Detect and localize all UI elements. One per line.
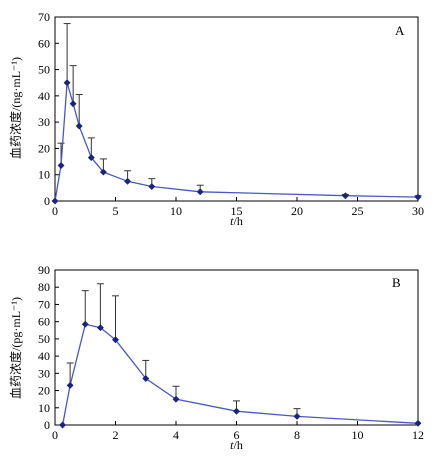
data-point [293, 412, 301, 420]
series-line [54, 82, 419, 202]
y-tick-label: 30 [38, 115, 50, 129]
y-tick-label: 10 [38, 401, 50, 415]
x-tick-label: 12 [412, 428, 424, 442]
data-point [59, 421, 67, 429]
y-axis-label: 血药浓度/(pg·mL⁻¹) [8, 297, 23, 399]
y-tick-label: 60 [38, 315, 50, 329]
y-axis-label: 血药浓度/(ng·mL⁻¹) [8, 57, 23, 159]
x-axis-label: t/h [230, 438, 243, 452]
chart-a: 0 10 20 30 40 50 60 70 0 5 10 15 20 25 30 At/h 血药浓度/(ng·… [8, 10, 424, 228]
x-axis-label-unit: /h [234, 438, 243, 452]
x-axis-label-var: t [230, 214, 234, 228]
data-point [57, 161, 65, 170]
x-tick-label: 25 [352, 204, 364, 218]
y-tick-label: 0 [44, 418, 50, 432]
data-point [69, 100, 77, 108]
y-tick-label: 30 [38, 366, 50, 380]
x-tick-label: 6 [234, 428, 240, 442]
data-point [341, 192, 349, 200]
x-tick-label: 10 [352, 428, 364, 442]
y-tick-label: 10 [38, 168, 50, 182]
y-tick-label: 70 [38, 297, 50, 311]
x-tick-label: 30 [412, 204, 424, 218]
data-point [142, 374, 150, 383]
x-tick-label: 15 [231, 204, 243, 218]
data-point [81, 320, 89, 328]
x-tick-label: 8 [294, 428, 300, 442]
y-tick-label: 50 [38, 332, 50, 346]
data-point [63, 79, 71, 87]
y-tick-label: 70 [38, 10, 50, 24]
data-point [232, 407, 241, 415]
data-point [99, 168, 107, 176]
y-tick-label: 0 [44, 194, 50, 208]
panel-label: A [395, 23, 405, 38]
data-point [96, 324, 104, 332]
y-tick-label: 80 [38, 280, 50, 294]
series-line [61, 323, 419, 426]
data-point [414, 193, 422, 201]
data-point [87, 154, 95, 162]
y-tick-label: 50 [38, 63, 50, 77]
data-point [75, 122, 83, 130]
data-point [111, 336, 120, 344]
y-tick-label: 40 [38, 349, 50, 363]
y-tick-label: 20 [38, 141, 50, 155]
x-axis-label-unit: /h [234, 214, 243, 228]
x-tick-label: 4 [173, 428, 179, 442]
data-point [172, 395, 180, 403]
y-tick-label: 40 [38, 89, 50, 103]
x-tick-label: 2 [113, 428, 119, 442]
data-point [51, 197, 59, 205]
y-tick-label: 60 [38, 36, 50, 50]
data-point [196, 188, 204, 196]
x-tick-label: 10 [170, 204, 182, 218]
y-tick-label: 20 [38, 384, 50, 398]
data-point [66, 381, 74, 389]
panel-label: B [392, 275, 401, 290]
x-tick-label: 5 [113, 204, 119, 218]
data-point [148, 182, 156, 191]
x-tick-label: 0 [52, 204, 58, 218]
x-tick-label: 0 [52, 428, 58, 442]
x-axis-label-var: t [230, 438, 234, 452]
data-point [414, 419, 422, 427]
y-tick-label: 90 [38, 263, 50, 277]
x-tick-label: 20 [291, 204, 303, 218]
data-point [124, 177, 132, 185]
x-axis-label: t/h [230, 214, 243, 228]
